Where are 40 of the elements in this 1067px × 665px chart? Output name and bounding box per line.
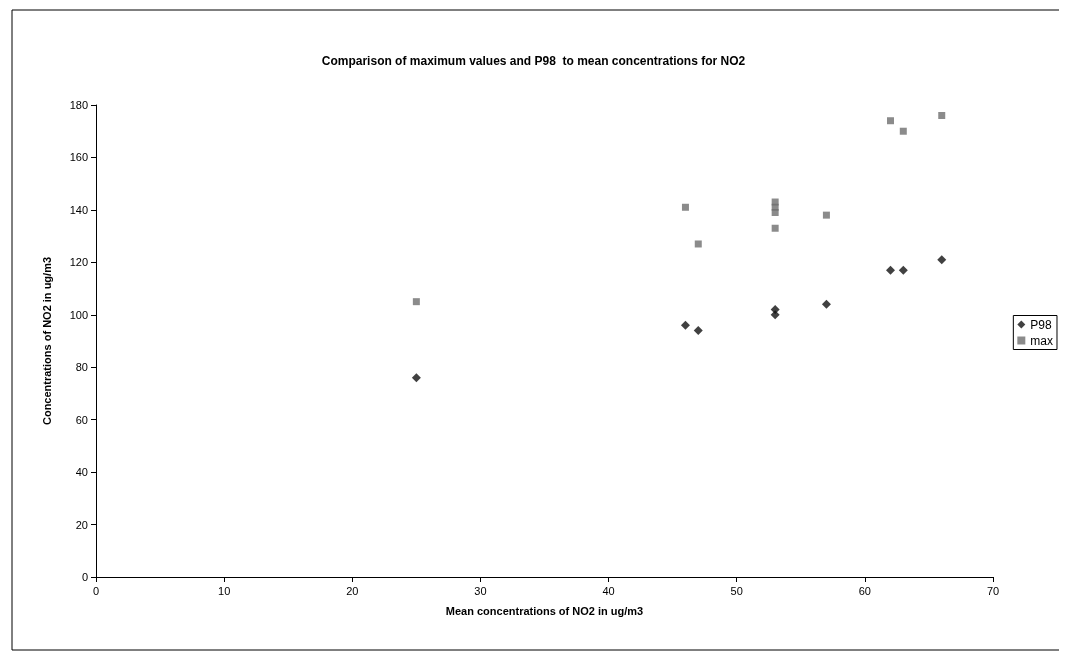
y-tick-label: 20 — [75, 518, 88, 531]
point — [937, 255, 947, 265]
point — [412, 298, 420, 306]
x-tick-label: 60 — [858, 584, 871, 597]
x-tick-label: 10 — [218, 584, 231, 597]
point — [681, 203, 689, 211]
point — [899, 127, 907, 135]
point — [886, 117, 894, 125]
y-tick-label: 160 — [69, 151, 88, 164]
legend-label: max — [1030, 333, 1053, 348]
point — [771, 224, 779, 232]
x-tick-label: 50 — [730, 584, 743, 597]
x-axis-title: Mean concentrations of NO2 in ug/m3 — [445, 604, 644, 617]
y-tick-label: 0 — [81, 571, 88, 583]
y-tick-label: 140 — [69, 203, 88, 216]
point — [770, 310, 780, 320]
point — [771, 209, 779, 217]
y-tick-label: 60 — [75, 413, 88, 426]
y-tick-label: 100 — [69, 308, 88, 321]
y-tick-label: 120 — [69, 256, 88, 269]
y-tick-label: 80 — [75, 361, 88, 374]
point — [693, 326, 703, 336]
x-tick-label: 20 — [346, 584, 359, 597]
x-tick-label: 30 — [474, 584, 487, 597]
y-tick-label: 40 — [75, 466, 88, 479]
x-tick-label: 0 — [92, 584, 100, 597]
y-axis-title: Concentrations of NO2 in ug/m3 — [40, 256, 53, 426]
point — [822, 211, 830, 219]
point — [938, 111, 946, 119]
y-tick-label: 180 — [69, 99, 88, 111]
legend-label: P98 — [1030, 317, 1053, 332]
point — [898, 265, 908, 275]
point — [694, 240, 702, 248]
x-tick-label: 40 — [602, 584, 615, 597]
point — [411, 373, 421, 383]
x-tick-label: 70 — [986, 584, 1000, 597]
point — [680, 320, 690, 330]
chart-title: Comparison of maximum values and P98 to mean concentrations for NO2 — [321, 54, 746, 68]
point — [821, 299, 831, 309]
point — [885, 265, 895, 275]
